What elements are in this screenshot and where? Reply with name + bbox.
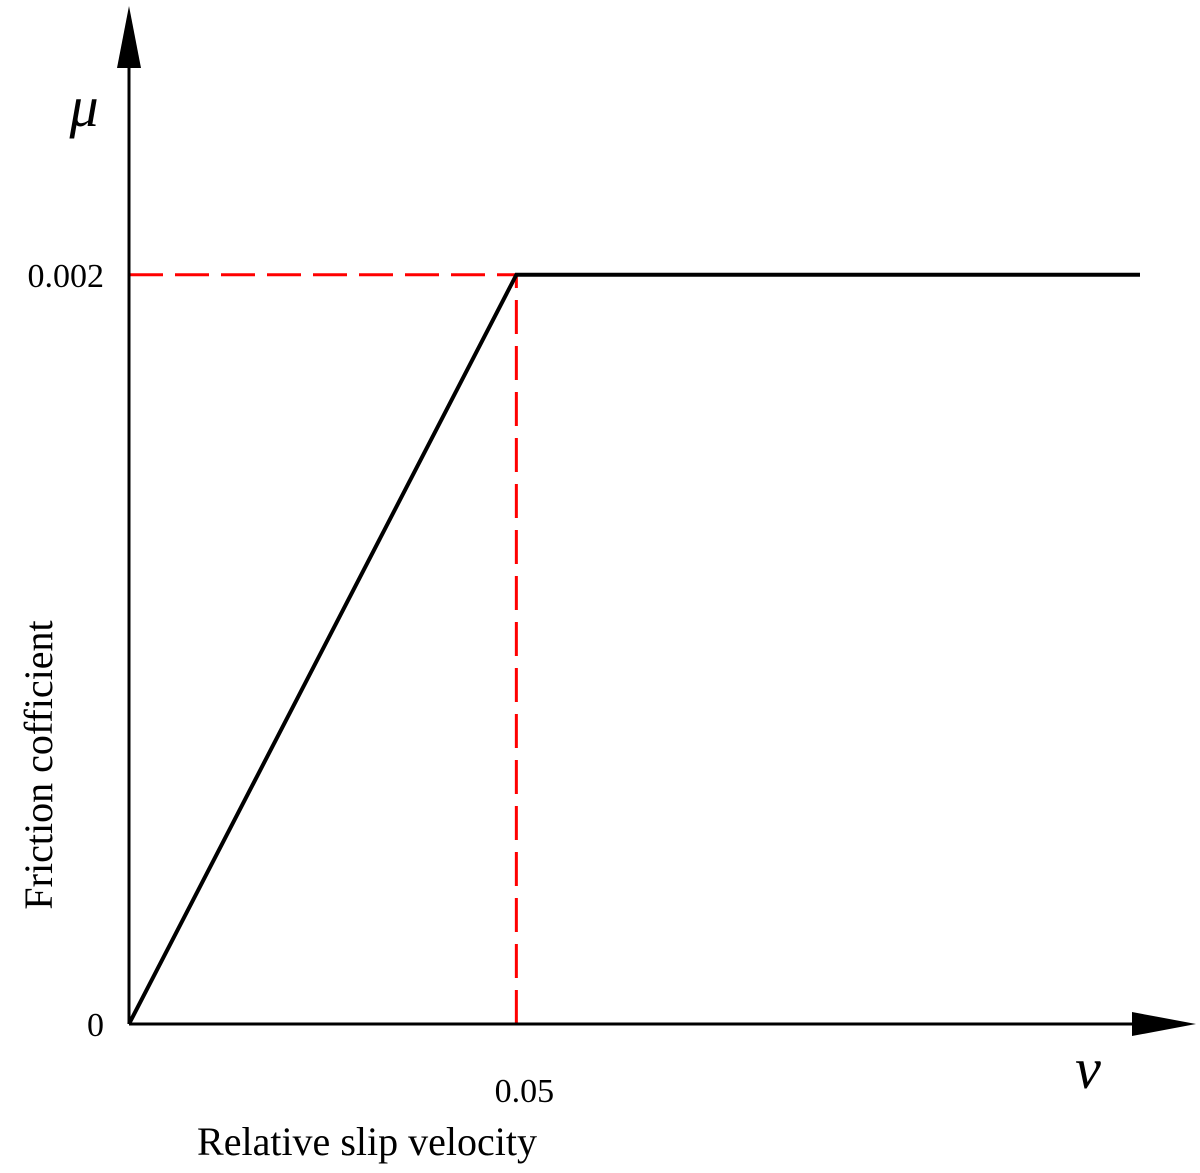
x-axis-symbol: v [1075, 1036, 1101, 1101]
tick-labels: 0 0.002 0.05 [28, 258, 555, 1110]
reference-lines [129, 273, 518, 1024]
y-axis-label: Friction cofficient [16, 620, 61, 909]
x-tick-label-1: 0.05 [495, 1073, 555, 1110]
y-tick-label-2: 0.002 [28, 258, 105, 295]
friction-curve [127, 272, 1140, 1025]
axes [117, 6, 1196, 1036]
x-axis-arrow [1132, 1012, 1196, 1036]
y-axis-symbol: μ [68, 74, 98, 139]
curve-layer [127, 272, 1140, 1025]
x-axis-label: Relative slip velocity [197, 1119, 537, 1164]
y-axis-arrow [117, 6, 141, 68]
y-tick-label-1: 0 [87, 1007, 104, 1044]
